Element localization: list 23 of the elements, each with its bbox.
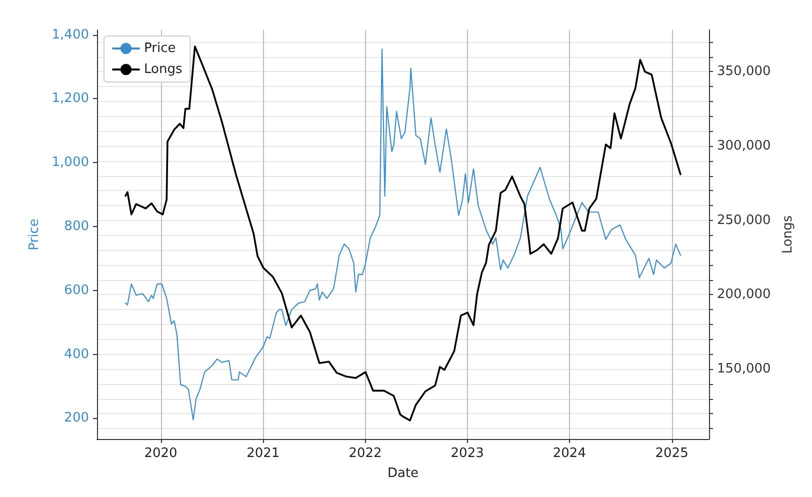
y-tick-label: 1,000 <box>52 155 89 170</box>
x-tick-label: 2021 <box>246 446 280 461</box>
x-tick-label: 2020 <box>144 446 178 461</box>
legend-label: Longs <box>144 62 182 77</box>
y2-axis-title: Longs <box>780 215 796 254</box>
y-tick-label: 1,200 <box>52 91 89 106</box>
x-tick-label: 2022 <box>348 446 382 461</box>
y-tick-label: 1,400 <box>52 27 89 42</box>
y-tick-label: 800 <box>64 219 89 234</box>
x-tick-label: 2023 <box>450 446 484 461</box>
y-tick-label: 200 <box>64 410 89 426</box>
y2-tick-label: 200,000 <box>717 287 771 302</box>
y2-tick-label: 150,000 <box>717 362 771 377</box>
legend-label: Price <box>144 41 176 56</box>
x-axis-title: Date <box>387 466 419 481</box>
y2-tick-label: 350,000 <box>717 64 771 80</box>
x-tick-label: 2025 <box>655 446 688 461</box>
y-tick-label: 400 <box>64 346 89 362</box>
y2-tick-label: 300,000 <box>717 138 771 154</box>
y-axis-title: Price <box>26 218 42 250</box>
y-tick-label: 600 <box>64 282 89 298</box>
y2-tick-label: 250,000 <box>717 212 771 228</box>
x-tick-label: 2024 <box>552 446 586 461</box>
